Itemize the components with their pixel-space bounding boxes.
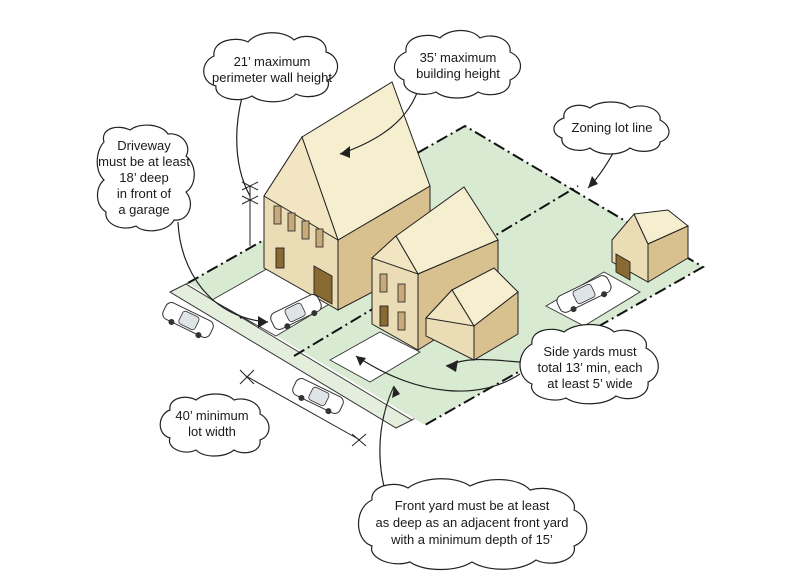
car-driveway-right bbox=[556, 275, 612, 313]
garage-wing-gable bbox=[425, 289, 475, 327]
driveway-line-3: 18’ deep bbox=[119, 170, 168, 185]
callout-lot-line: Zoning lot line bbox=[553, 101, 670, 155]
driveway-line-5: a garage bbox=[118, 202, 169, 217]
callout-building-height: 35’ maximum building height bbox=[393, 29, 522, 99]
window bbox=[273, 205, 282, 225]
side-yards-line-1: Side yards must bbox=[543, 344, 637, 359]
window bbox=[379, 273, 388, 293]
car-driveway-left bbox=[270, 294, 322, 330]
garage-door bbox=[313, 265, 333, 305]
car-street-bottom bbox=[292, 378, 344, 415]
lot-width-line-2: lot width bbox=[188, 424, 236, 439]
driveway-right bbox=[329, 331, 421, 383]
window bbox=[397, 283, 406, 303]
garage-wing-side bbox=[473, 290, 519, 361]
window bbox=[287, 212, 296, 232]
lot-line-text: Zoning lot line bbox=[572, 120, 653, 135]
door bbox=[275, 247, 285, 269]
house-middle-gable bbox=[371, 235, 420, 275]
side-yards-line-2: total 13’ min, each bbox=[537, 360, 642, 375]
wall-height-line-2: perimeter wall height bbox=[212, 70, 332, 85]
wall-height-dimension bbox=[241, 181, 259, 246]
house-left-gable bbox=[263, 135, 339, 242]
side-yards-line-3: at least 5’ wide bbox=[547, 376, 633, 391]
window bbox=[315, 228, 324, 248]
garage-right-door bbox=[615, 253, 631, 281]
wall-height-line-1: 21’ maximum bbox=[234, 54, 311, 69]
callout-lot-width: 40’ minimum lot width bbox=[159, 393, 270, 457]
front-yard-line-1: Front yard must be at least bbox=[395, 498, 550, 513]
garage-right-side bbox=[647, 225, 689, 283]
building-height-line-1: 35’ maximum bbox=[420, 50, 497, 65]
door bbox=[379, 305, 389, 327]
driveway-line-4: in front of bbox=[117, 186, 172, 201]
garage-right bbox=[611, 209, 689, 283]
front-yard-line-3: with a minimum depth of 15’ bbox=[390, 532, 553, 547]
car-street-left bbox=[162, 302, 214, 339]
house-middle bbox=[371, 186, 519, 361]
callout-driveway: Driveway must be at least 18’ deep in fr… bbox=[96, 124, 195, 232]
callout-wall-height: 21’ maximum perimeter wall height bbox=[203, 32, 339, 103]
lot-width-line-1: 40’ minimum bbox=[175, 408, 248, 423]
front-yard-line-2: as deep as an adjacent front yard bbox=[376, 515, 569, 530]
callout-front-yard: Front yard must be at least as deep as a… bbox=[358, 478, 588, 571]
building-height-line-2: building height bbox=[416, 66, 500, 81]
lot-width-dimension bbox=[239, 369, 367, 447]
driveway-line-1: Driveway bbox=[117, 138, 171, 153]
window bbox=[397, 311, 406, 331]
driveway-line-2: must be at least bbox=[98, 154, 190, 169]
callout-side-yards: Side yards must total 13’ min, each at l… bbox=[519, 323, 659, 405]
window bbox=[301, 220, 310, 240]
